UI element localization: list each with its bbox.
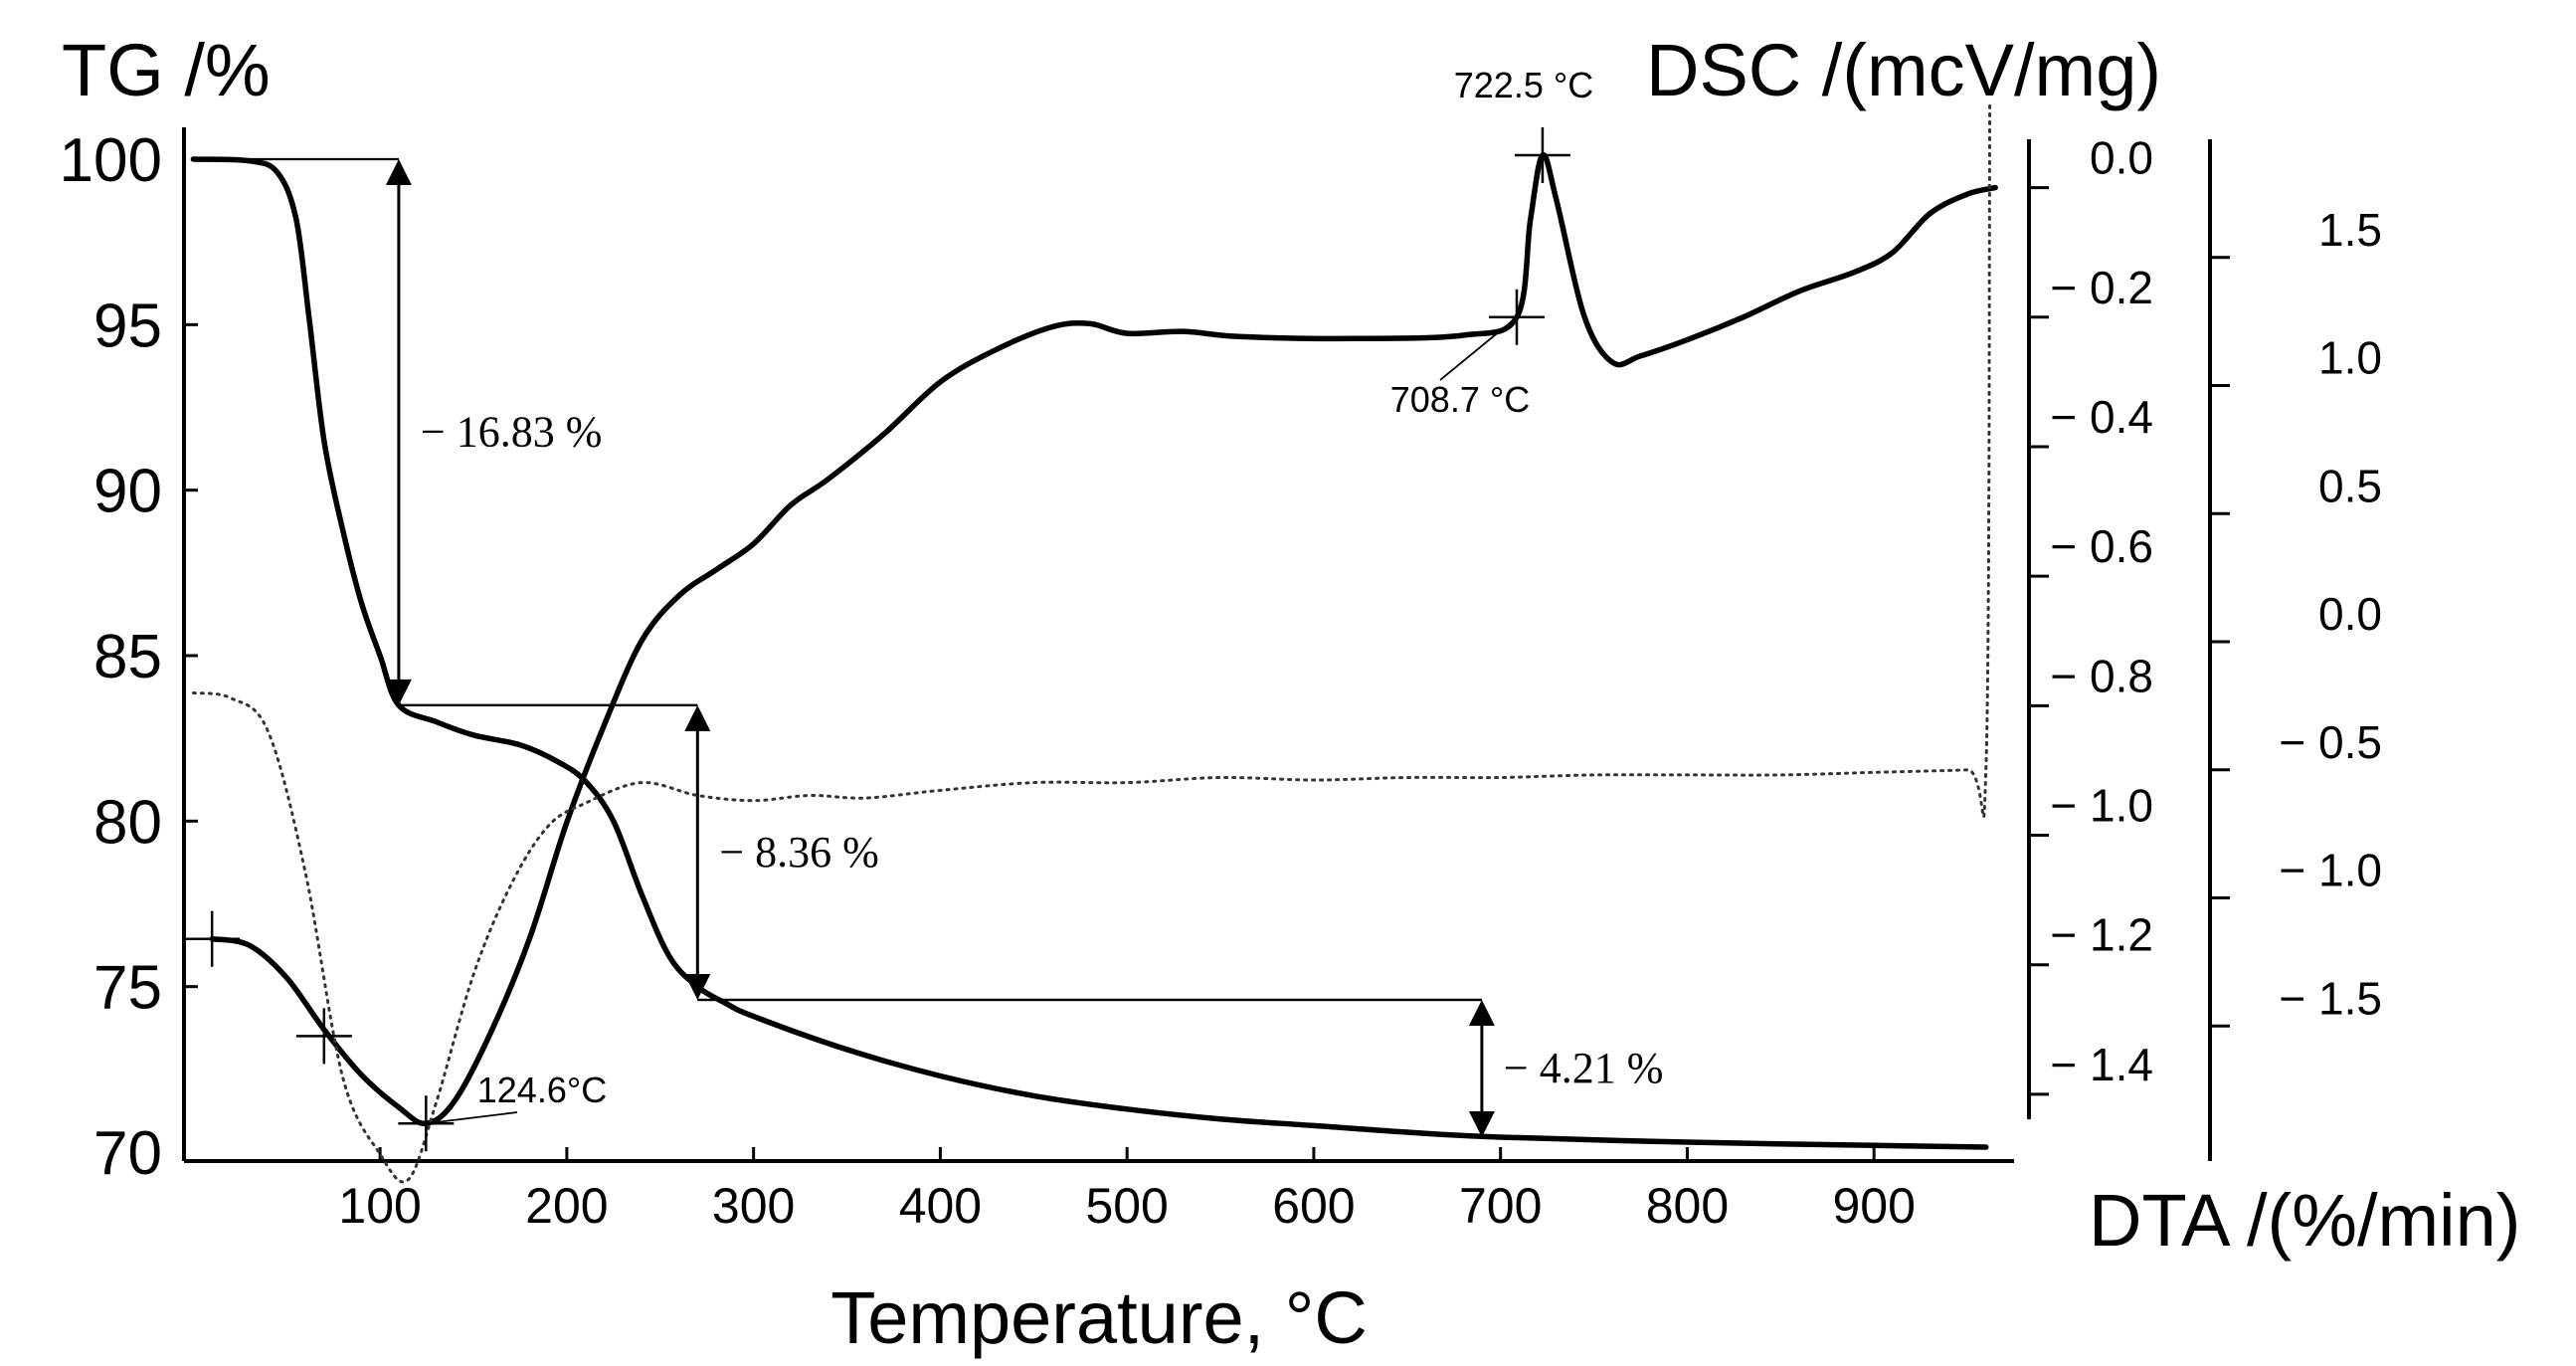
dta-axis-title: DTA /(%/min) bbox=[2089, 1179, 2520, 1262]
dta-tick-label: 0.5 bbox=[2318, 460, 2382, 511]
tg-axis-ticks: 100 95 90 85 80 75 70 bbox=[60, 126, 198, 1188]
dsc-tick-label: − 0.6 bbox=[2050, 520, 2153, 572]
x-axis-title: Temperature, °C bbox=[830, 1276, 1368, 1359]
mass-loss-label: − 8.36 % bbox=[719, 828, 878, 877]
tg-tick-label: 85 bbox=[93, 623, 162, 691]
dta-tick-label: − 1.0 bbox=[2279, 845, 2382, 896]
series-dta-line bbox=[191, 101, 1992, 1184]
mass-loss-label: − 4.21 % bbox=[1504, 1044, 1663, 1092]
dsc-tick-label: − 0.2 bbox=[2050, 262, 2153, 313]
mass-loss-arrowhead bbox=[1468, 1111, 1495, 1138]
x-tick-label: 700 bbox=[1459, 1178, 1542, 1234]
dsc-tick-label: − 0.4 bbox=[2050, 391, 2153, 443]
dta-tick-label: 0.0 bbox=[2318, 588, 2382, 640]
dta-tick-label: 1.5 bbox=[2318, 204, 2382, 256]
mass-loss-arrowhead bbox=[684, 704, 711, 731]
annotation-leader bbox=[1439, 316, 1518, 381]
x-tick-label: 600 bbox=[1272, 1178, 1355, 1234]
mass-loss-arrowhead bbox=[385, 159, 412, 185]
peak-label: 124.6°C bbox=[477, 1070, 607, 1110]
peak-label: 722.5 °C bbox=[1454, 65, 1593, 105]
mass-loss-arrowhead bbox=[1468, 999, 1495, 1026]
series-tg-line bbox=[190, 156, 1989, 1150]
x-tick-label: 400 bbox=[899, 1178, 982, 1234]
mass-loss-arrowhead bbox=[385, 679, 412, 705]
tg-tick-label: 70 bbox=[93, 1119, 162, 1188]
tg-tick-label: 90 bbox=[93, 458, 162, 526]
dta-tick-label: 1.0 bbox=[2318, 332, 2382, 384]
annotation-leader bbox=[426, 1111, 518, 1125]
curves bbox=[190, 101, 1998, 1184]
peak-markers: 722.5 °C 708.7 °C 124.6°C bbox=[184, 65, 1593, 1152]
series-dsc-line bbox=[209, 152, 1998, 1126]
tg-tick-label: 100 bbox=[60, 126, 162, 195]
x-tick-label: 500 bbox=[1085, 1178, 1168, 1234]
dta-axis-ticks: 1.5 1.0 0.5 0.0 − 0.5 − 1.0 − 1.5 bbox=[2210, 204, 2382, 1028]
plot-frame bbox=[182, 127, 2212, 1163]
dta-tick-label: − 1.5 bbox=[2279, 972, 2382, 1024]
x-tick-label: 900 bbox=[1832, 1178, 1915, 1234]
dsc-tick-label: 0.0 bbox=[2090, 132, 2153, 184]
x-tick-label: 100 bbox=[338, 1178, 421, 1234]
tg-tick-label: 75 bbox=[93, 954, 162, 1023]
dta-tick-label: − 0.5 bbox=[2279, 716, 2382, 768]
dsc-axis-ticks: 0.0 − 0.2 − 0.4 − 0.6 − 0.8 − 1.0 − 1.2 − 1.4 bbox=[2029, 132, 2153, 1096]
tg-tick-label: 80 bbox=[93, 788, 162, 857]
tg-tick-label: 95 bbox=[93, 292, 162, 360]
mass-loss-guides: − 16.83 % − 8.36 % − 4.21 % bbox=[193, 157, 1663, 1138]
dsc-axis-title: DSC /(mcV/mg) bbox=[1646, 29, 2161, 111]
temperature-axis-ticks: 100 200 300 400 500 600 700 800 900 bbox=[338, 1147, 1916, 1234]
tg-axis-title: TG /% bbox=[62, 29, 271, 111]
peak-label: 708.7 °C bbox=[1390, 379, 1530, 420]
dsc-tick-label: − 1.0 bbox=[2050, 780, 2153, 832]
x-tick-label: 300 bbox=[712, 1178, 795, 1234]
x-tick-label: 800 bbox=[1646, 1178, 1729, 1234]
mass-loss-label: − 16.83 % bbox=[421, 407, 602, 456]
dsc-tick-label: − 1.4 bbox=[2050, 1039, 2153, 1090]
dsc-tick-label: − 0.8 bbox=[2050, 650, 2153, 701]
x-tick-label: 200 bbox=[525, 1178, 608, 1234]
dsc-tick-label: − 1.2 bbox=[2050, 909, 2153, 961]
